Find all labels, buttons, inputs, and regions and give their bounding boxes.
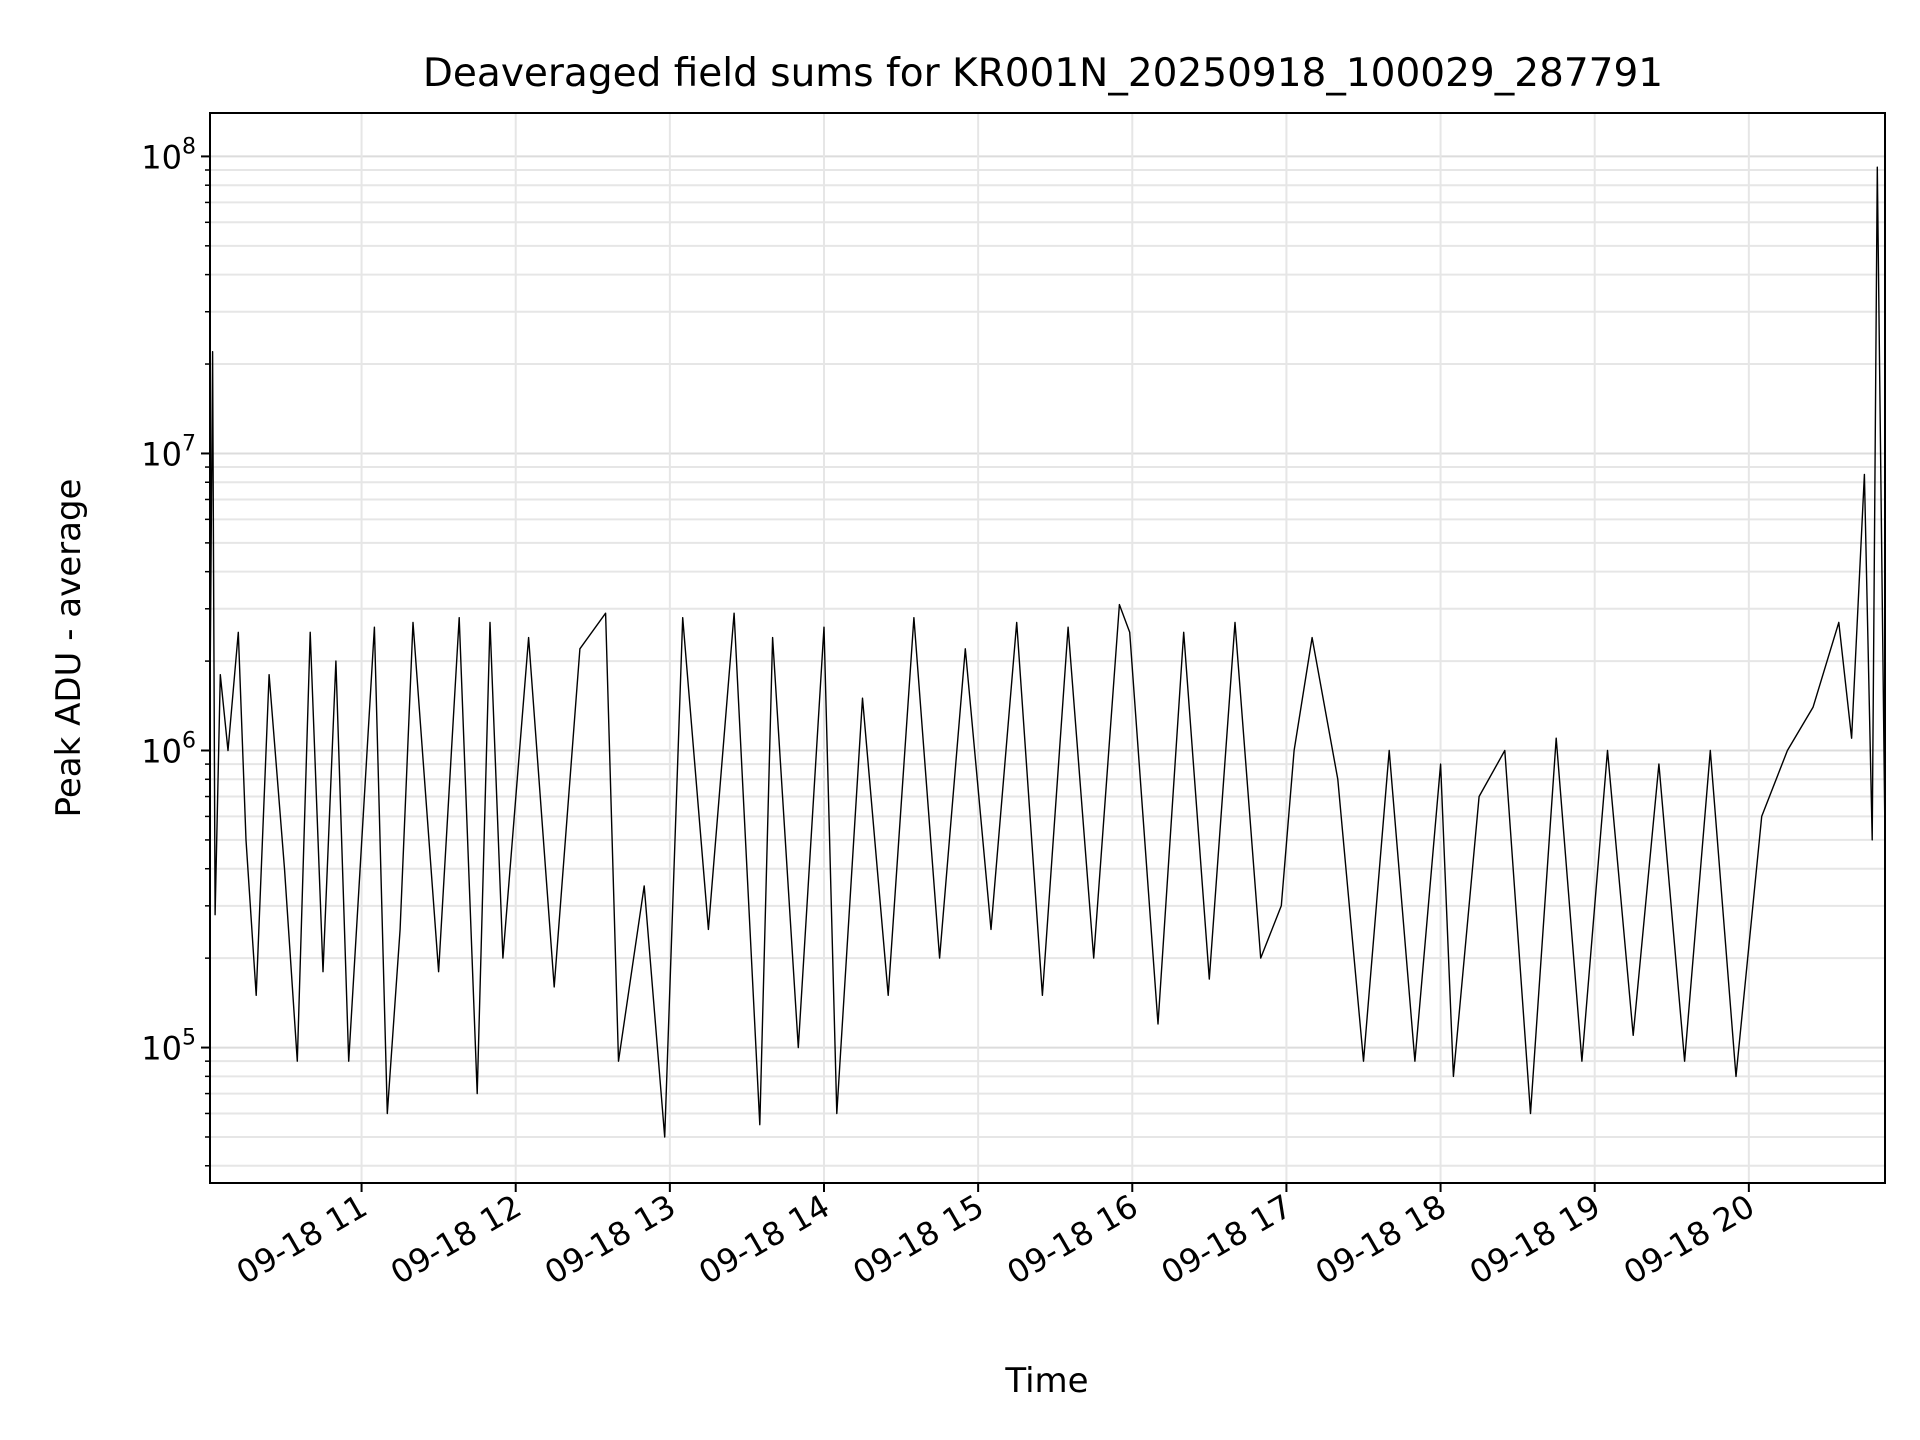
y-tick-label: 106 (141, 729, 196, 771)
x-tick-label: 09-18 18 (1309, 1187, 1453, 1292)
y-axis: 105 106 107 108 (141, 134, 210, 1167)
x-tick-label: 09-18 13 (538, 1187, 682, 1292)
y-axis-label: Peak ADU - average (49, 479, 89, 818)
x-tick-label: 09-18 15 (847, 1187, 991, 1292)
x-axis-label: Time (1004, 1361, 1088, 1401)
y-tick-label: 105 (141, 1026, 196, 1068)
x-tick-label: 09-18 16 (1001, 1187, 1145, 1292)
x-tick-label: 09-18 17 (1155, 1187, 1299, 1292)
x-tick-label: 09-18 20 (1617, 1187, 1761, 1292)
x-tick-label: 09-18 14 (692, 1187, 836, 1292)
chart-title: Deaveraged field sums for KR001N_2025091… (423, 51, 1663, 96)
y-tick-label: 107 (141, 431, 196, 473)
y-tick-label: 108 (141, 134, 196, 176)
x-axis: 09-18 11 09-18 12 09-18 13 09-18 14 09-18 15… (230, 1183, 1761, 1292)
plot-frame (209, 112, 1886, 1184)
x-tick-label: 09-18 12 (384, 1187, 528, 1292)
series-line (209, 166, 1886, 1138)
x-tick-label: 09-18 19 (1463, 1187, 1607, 1292)
x-tick-label: 09-18 11 (230, 1187, 374, 1292)
